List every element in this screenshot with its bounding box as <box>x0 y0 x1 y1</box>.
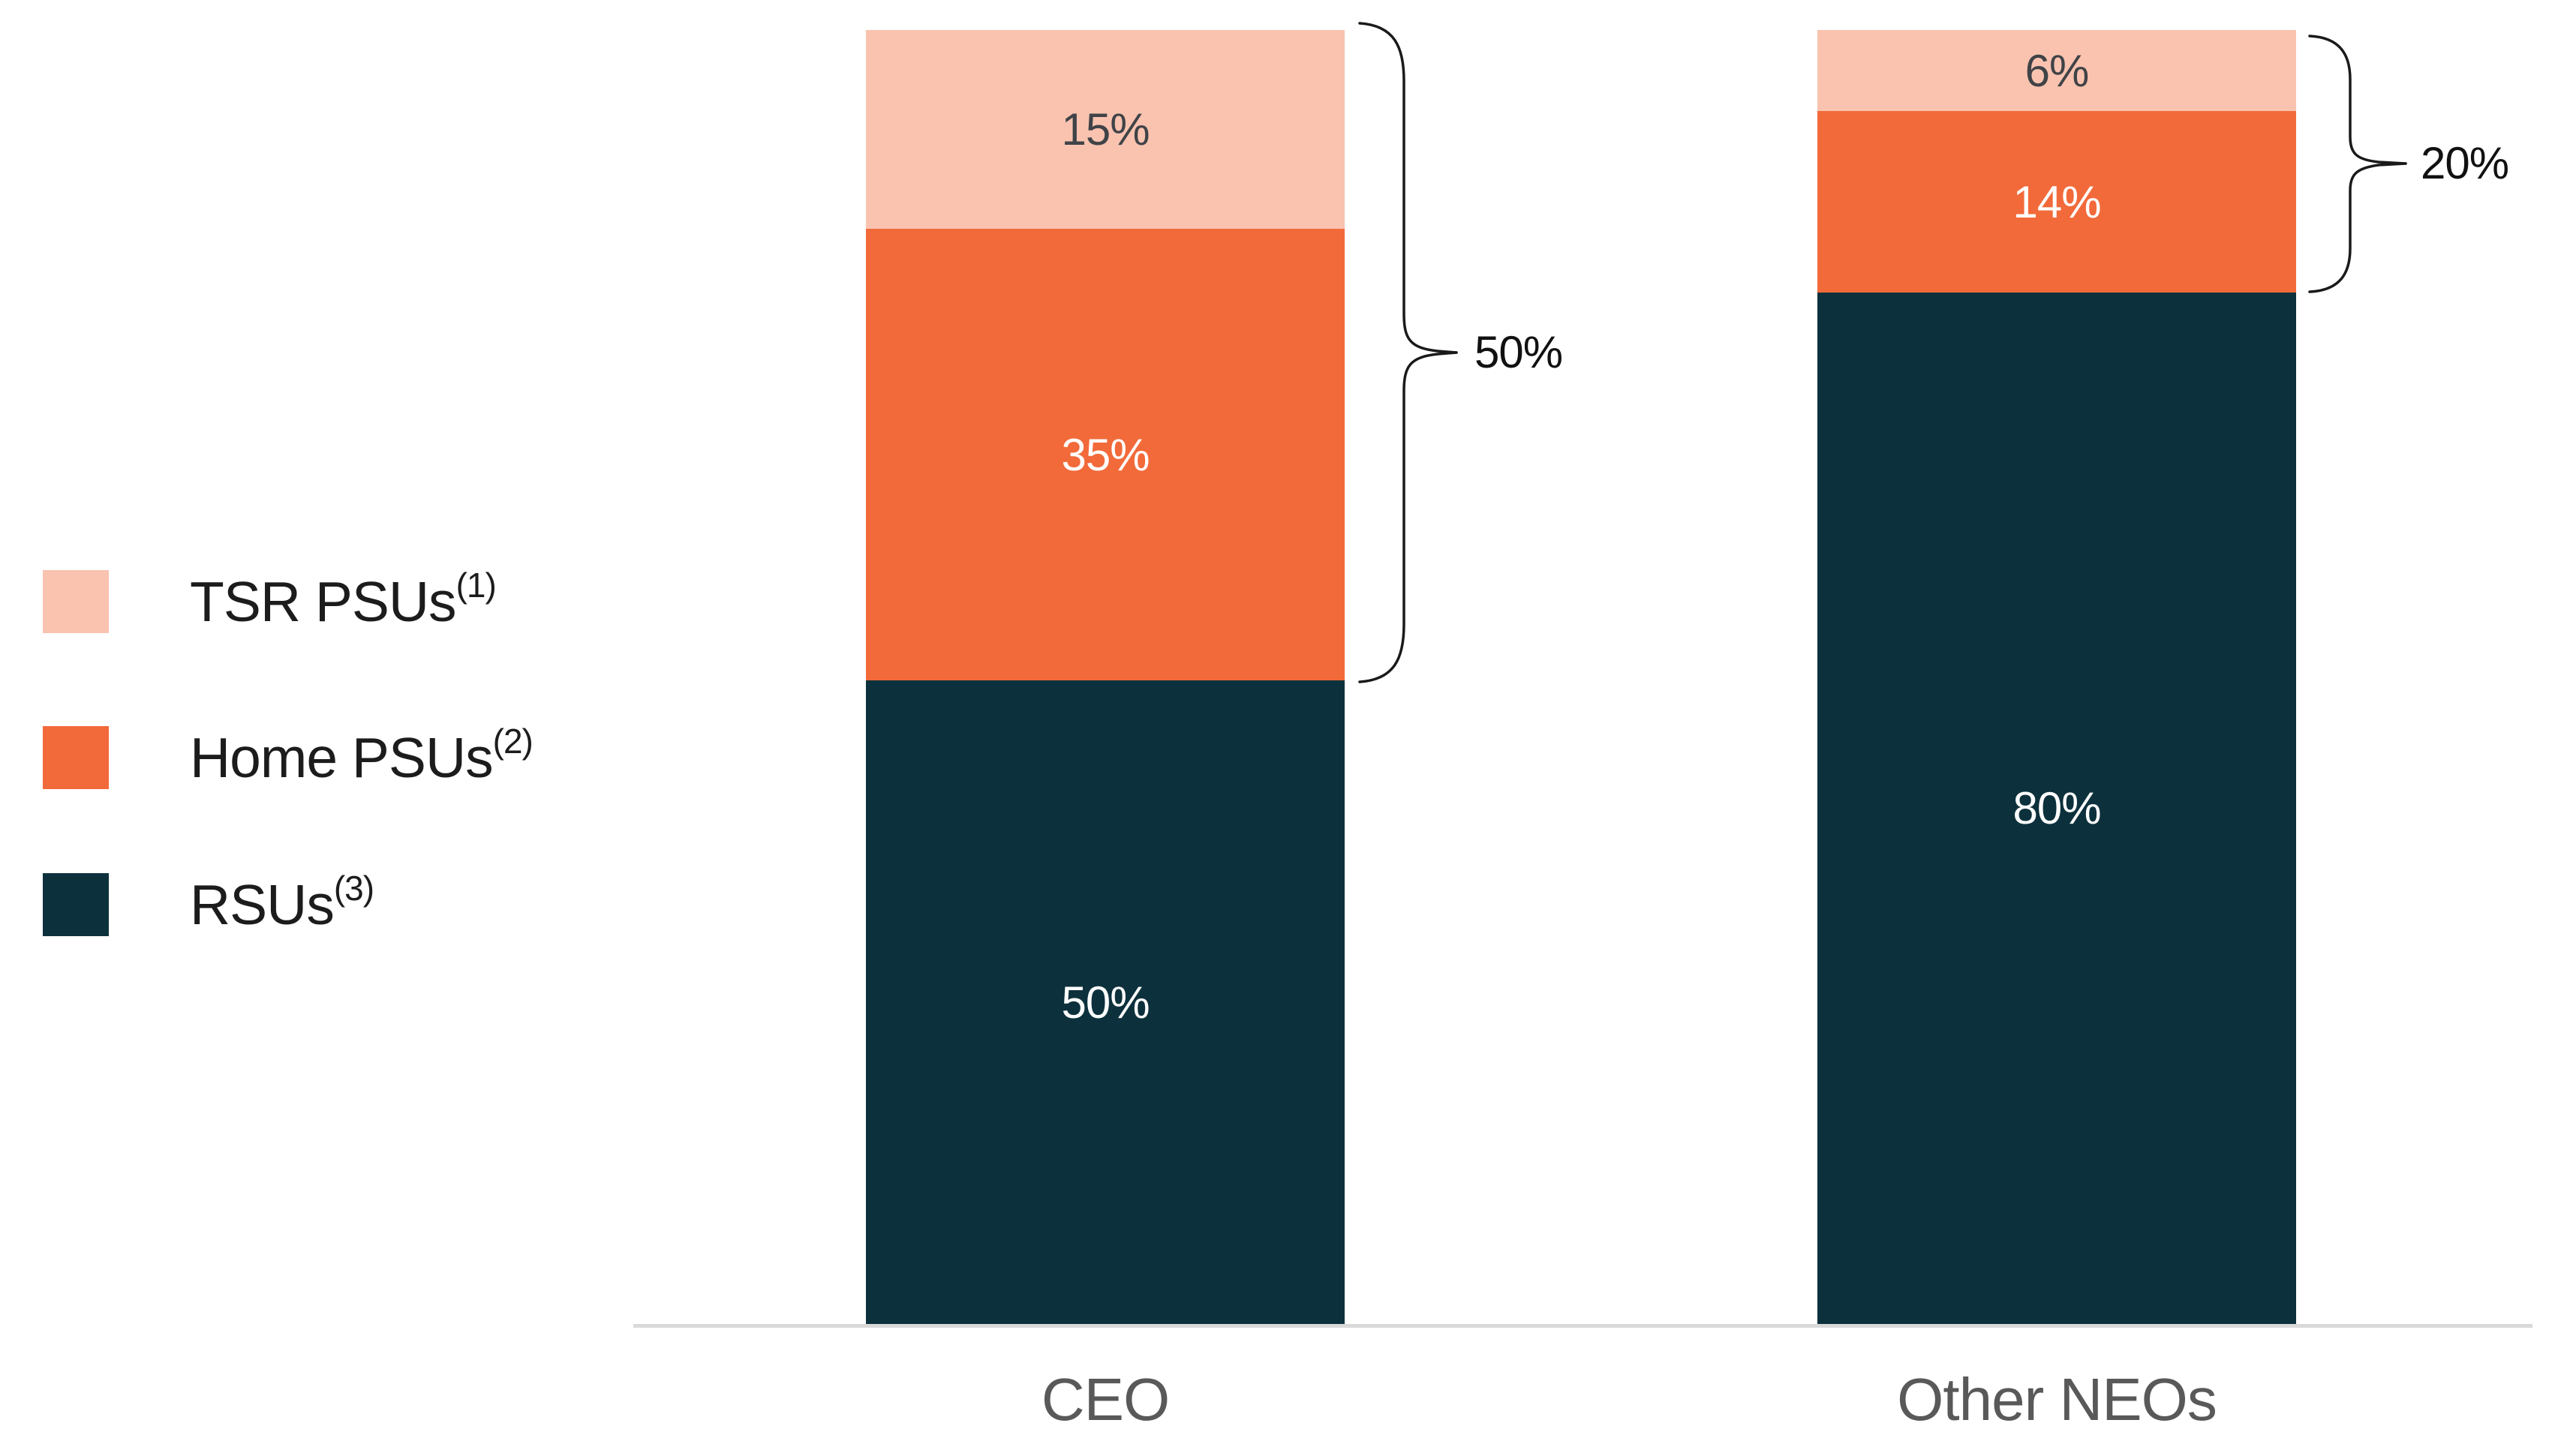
segment-value-label: 80% <box>2012 783 2101 833</box>
home-psus-swatch <box>43 726 109 789</box>
ceo-bracket-label: 50% <box>1474 327 1563 377</box>
legend-footnote-marker: (3) <box>333 869 374 908</box>
legend-label-home-psus: Home PSUs(2) <box>190 724 534 789</box>
legend-item-rsus: RSUs(3) <box>43 871 374 936</box>
legend-label-rsus: RSUs(3) <box>190 871 374 936</box>
axis-label-ceo: CEO <box>1041 1366 1170 1433</box>
tsr-psus-swatch <box>43 570 109 633</box>
legend-label-text: Home PSUs <box>190 726 494 789</box>
bar-other-neos: 6% 14% 80% <box>1817 30 2296 1324</box>
segment-value-label: 50% <box>1061 977 1150 1028</box>
bar-other-neos-segment-rsus: 80% <box>1817 293 2296 1324</box>
ceo-bracket <box>1358 22 1458 683</box>
segment-value-label: 14% <box>2012 176 2101 227</box>
legend-label-tsr-psus: TSR PSUs(1) <box>190 568 497 633</box>
bar-ceo: 15% 35% 50% <box>866 30 1345 1324</box>
axis-label-other-neos: Other NEOs <box>1897 1366 2217 1433</box>
bar-ceo-segment-rsus: 50% <box>866 680 1345 1324</box>
legend-label-text: TSR PSUs <box>190 570 457 633</box>
rsus-swatch <box>43 873 109 936</box>
segment-value-label: 15% <box>1061 104 1150 155</box>
bar-ceo-segment-home-psus: 35% <box>866 229 1345 680</box>
legend-item-home-psus: Home PSUs(2) <box>43 724 534 789</box>
x-axis-line <box>633 1324 2532 1328</box>
legend-label-text: RSUs <box>190 873 335 936</box>
legend-item-tsr-psus: TSR PSUs(1) <box>43 568 497 633</box>
bar-other-neos-segment-home-psus: 14% <box>1817 111 2296 293</box>
bar-ceo-segment-tsr-psus: 15% <box>866 30 1345 229</box>
segment-value-label: 6% <box>2024 45 2090 96</box>
bar-other-neos-segment-tsr-psus: 6% <box>1817 30 2296 111</box>
other-neos-bracket <box>2308 35 2407 293</box>
segment-value-label: 35% <box>1061 429 1150 480</box>
legend-footnote-marker: (1) <box>455 566 497 605</box>
legend-footnote-marker: (2) <box>492 722 534 761</box>
other-neos-bracket-label: 20% <box>2421 138 2509 188</box>
